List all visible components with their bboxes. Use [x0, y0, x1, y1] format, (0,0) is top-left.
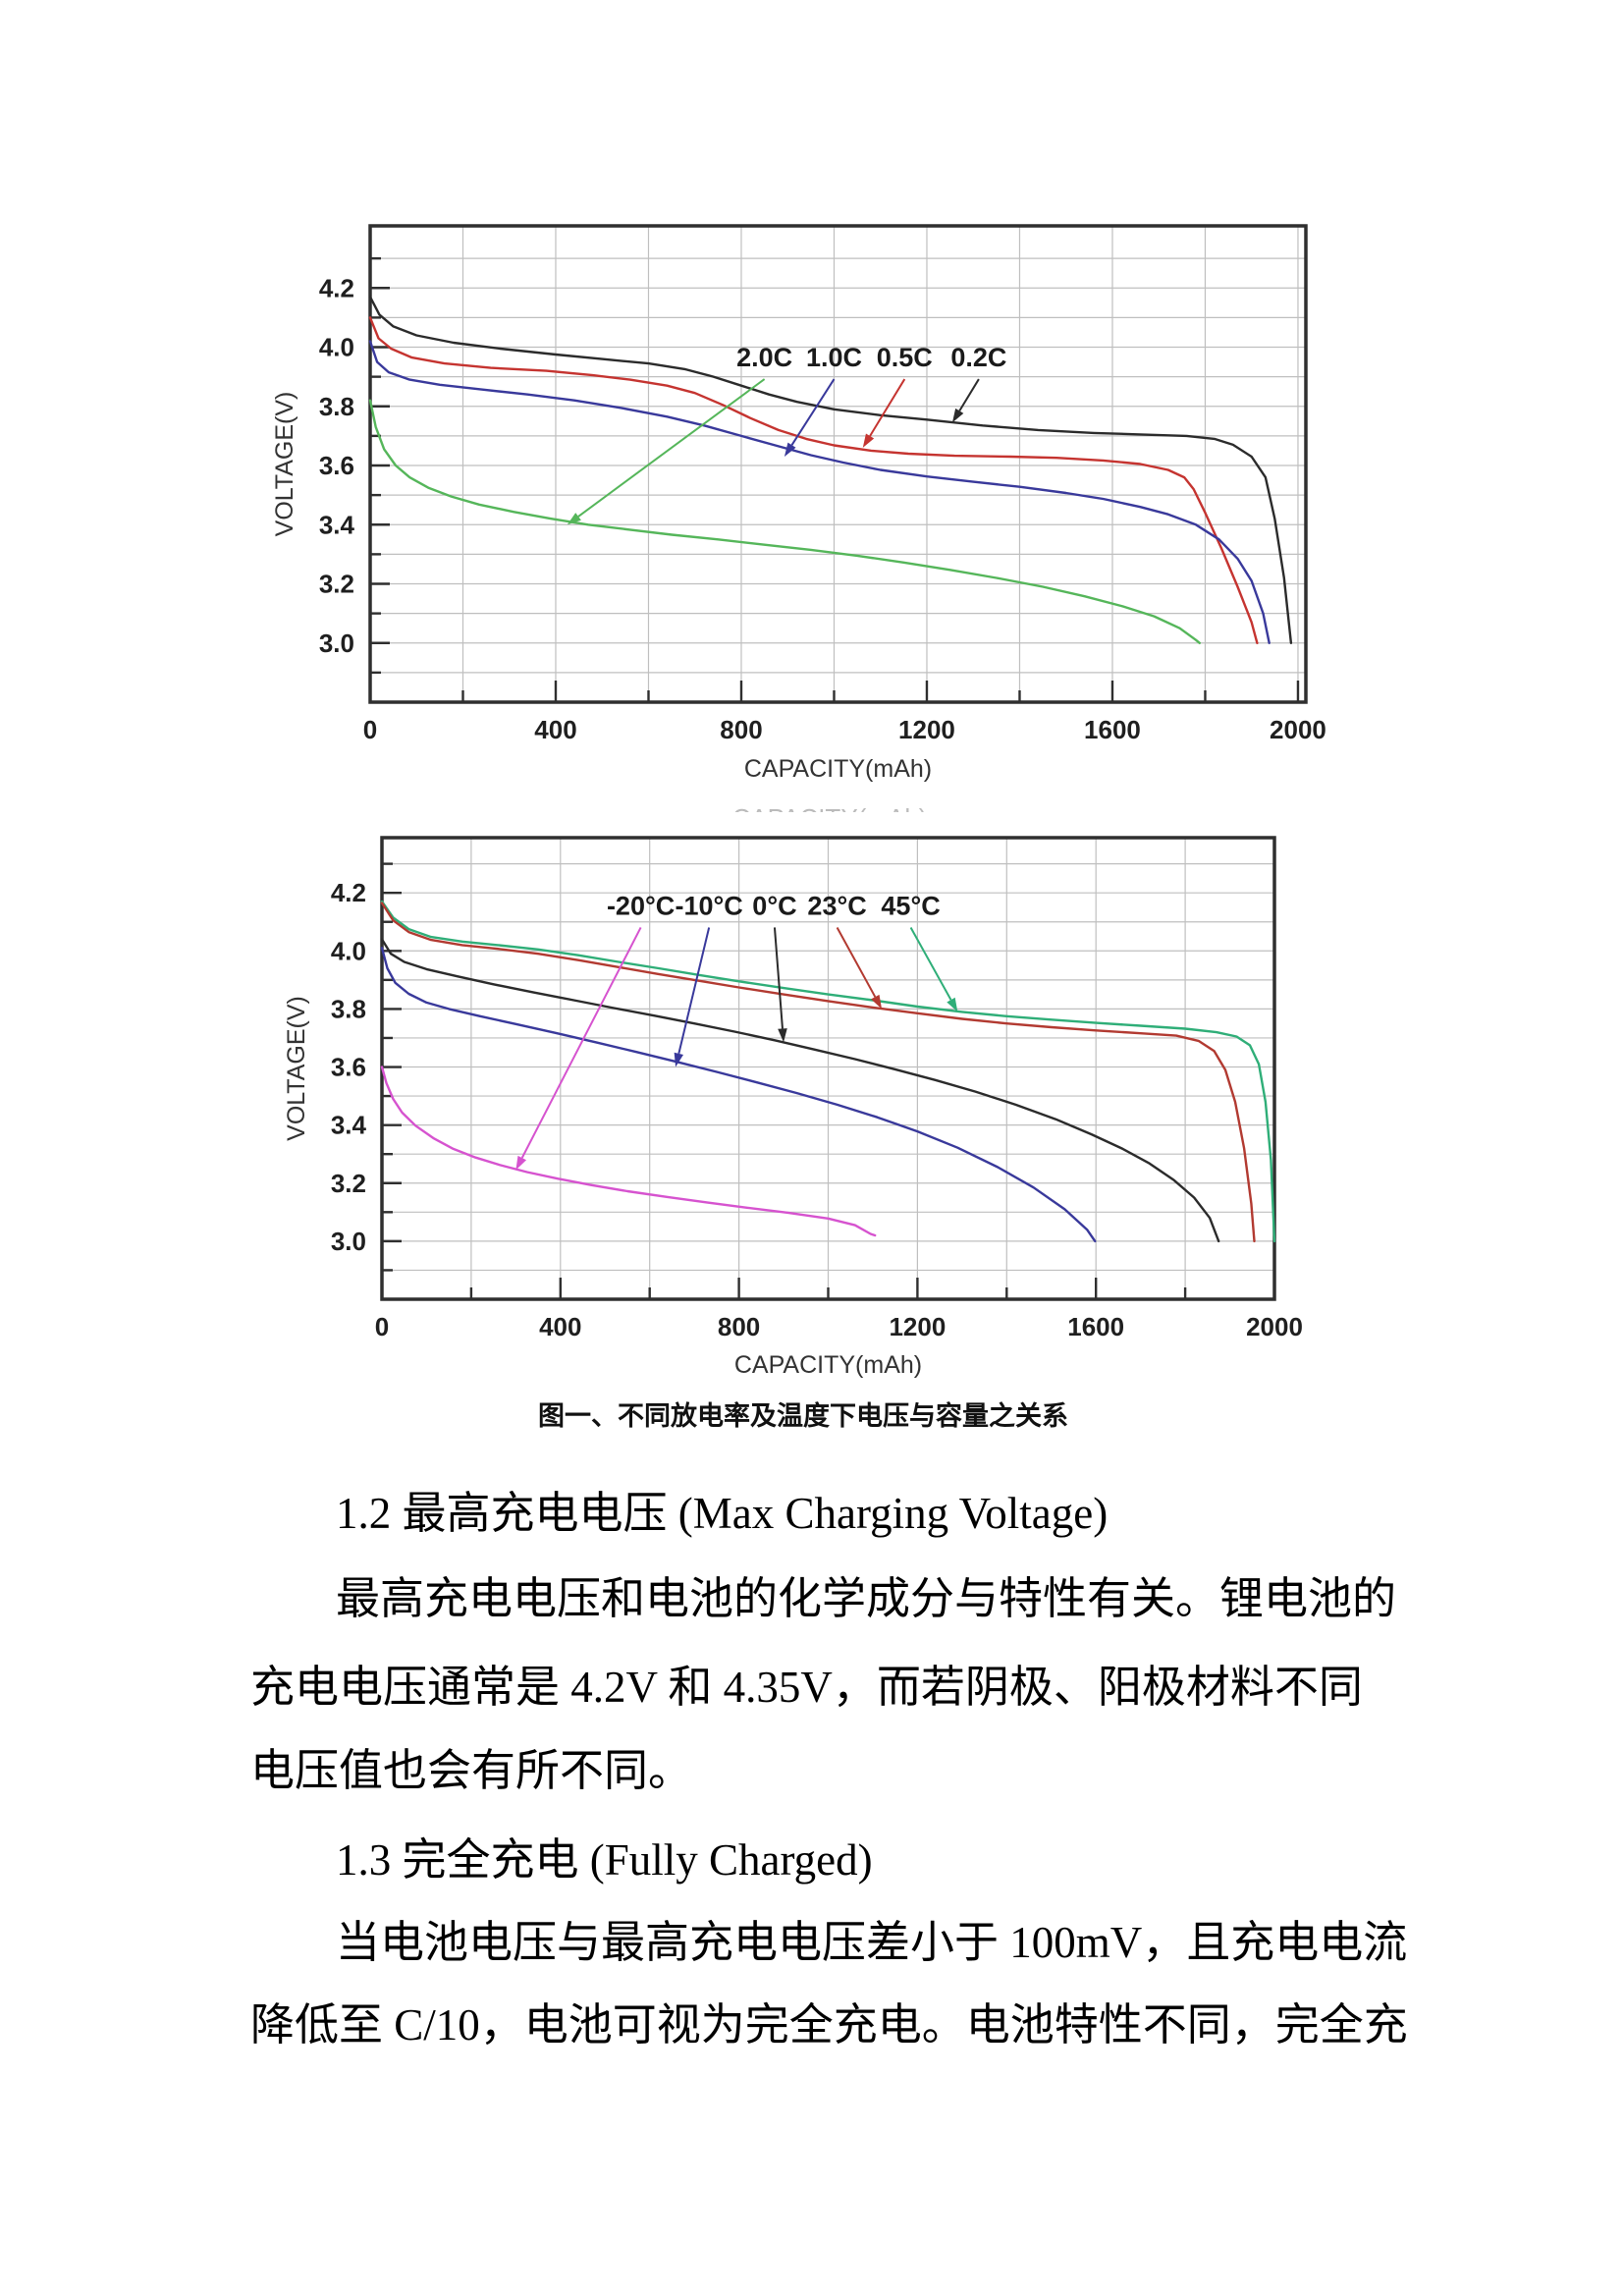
svg-text:0.2C: 0.2C	[950, 343, 1006, 372]
arrowhead	[674, 1052, 683, 1067]
svg-text:4.2: 4.2	[331, 878, 366, 907]
svg-text:23°C: 23°C	[807, 891, 866, 920]
series-23°C	[380, 902, 1256, 1243]
grid	[382, 838, 1274, 1299]
svg-text:3.4: 3.4	[331, 1111, 367, 1140]
annotation--20°C: -20°C	[515, 891, 675, 1171]
body-line-2: 最高充电电压和电池的化学成分与特性有关。锂电池的	[336, 1574, 1397, 1623]
x-axis-title: CAPACITY(mAh)	[744, 755, 932, 783]
svg-text:3.2: 3.2	[331, 1169, 366, 1198]
body-line-7: 降低至 C/10，电池可视为完全充电。电池特性不同，完全充	[250, 2000, 1408, 2050]
series--10°C	[380, 947, 1097, 1243]
svg-text:400: 400	[539, 1312, 581, 1341]
svg-text:3.6: 3.6	[331, 1053, 366, 1082]
arrowhead	[862, 433, 875, 448]
svg-text:-20°C: -20°C	[607, 891, 675, 920]
chart-2: 0 400 800 1200 1600 2000 4.2 4.0 3.8 3.6 3.4 3.2 3.0…	[283, 836, 1303, 1379]
svg-text:4.0: 4.0	[319, 333, 354, 362]
ghost-capacity-label: CAPACITY(mAh)	[732, 803, 928, 833]
series-0°C	[380, 938, 1220, 1243]
annotation-0.2C: 0.2C	[950, 343, 1006, 423]
arrowhead	[784, 442, 796, 457]
annotation-2.0C: 2.0C	[567, 343, 792, 525]
arrowhead	[778, 1028, 787, 1043]
svg-text:3.8: 3.8	[319, 392, 354, 421]
svg-text:800: 800	[720, 715, 762, 744]
svg-text:0.5C: 0.5C	[877, 343, 933, 372]
svg-text:1600: 1600	[1067, 1312, 1124, 1341]
svg-text:3.0: 3.0	[319, 629, 354, 658]
annotation-0.5C: 0.5C	[862, 343, 933, 448]
svg-text:800: 800	[718, 1312, 760, 1341]
arrowhead	[951, 408, 964, 423]
svg-text:3.6: 3.6	[319, 451, 354, 480]
svg-text:4.0: 4.0	[331, 936, 366, 965]
body-line-3: 充电电压通常是 4.2V 和 4.35V，而若阴极、阳极材料不同	[250, 1663, 1363, 1712]
tick-labels: 0 400 800 1200 1600 2000 4.2 4.0 3.8 3.6 3.4 3.2 3.0	[331, 878, 1303, 1341]
svg-text:1600: 1600	[1084, 715, 1141, 744]
svg-text:0°C: 0°C	[752, 891, 796, 920]
y-axis-title: VOLTAGE(V)	[283, 996, 310, 1141]
svg-text:4.2: 4.2	[319, 273, 354, 302]
svg-text:400: 400	[534, 715, 576, 744]
series-1.0C	[368, 340, 1271, 644]
series-0.5C	[368, 316, 1259, 644]
annotation--10°C: -10°C	[674, 891, 743, 1067]
grid	[370, 226, 1306, 702]
arrowhead	[515, 1155, 527, 1171]
series-0.2C	[368, 296, 1293, 644]
svg-text:3.4: 3.4	[319, 510, 355, 539]
svg-text:3.0: 3.0	[331, 1227, 366, 1256]
svg-text:1200: 1200	[889, 1312, 946, 1341]
arrowhead	[871, 994, 883, 1010]
arrowhead	[947, 997, 958, 1012]
tick-labels: 0 400 800 1200 1600 2000 4.2 4.0 3.8 3.6 3.4 3.2 3.0	[319, 273, 1326, 744]
svg-text:0: 0	[363, 715, 377, 744]
axis-ticks	[370, 256, 1300, 702]
body-line-4: 电压值也会有所不同。	[250, 1746, 693, 1795]
arrowhead	[567, 513, 581, 525]
svg-text:2000: 2000	[1246, 1312, 1303, 1341]
y-axis-title: VOLTAGE(V)	[271, 392, 298, 537]
x-axis-title: CAPACITY(mAh)	[734, 1351, 922, 1379]
svg-text:45°C: 45°C	[881, 891, 940, 920]
annotation-45°C: 45°C	[881, 891, 958, 1012]
svg-text:3.2: 3.2	[319, 570, 354, 599]
body-line-1: 1.2 最高充电电压 (Max Charging Voltage)	[336, 1489, 1109, 1538]
svg-text:2000: 2000	[1270, 715, 1326, 744]
svg-text:0: 0	[375, 1312, 389, 1341]
svg-text:1.0C: 1.0C	[806, 343, 862, 372]
plot-frame	[368, 224, 1308, 704]
annotation-1.0C: 1.0C	[784, 343, 862, 457]
series--20°C	[380, 1066, 877, 1237]
svg-text:-10°C: -10°C	[675, 891, 742, 920]
series-2.0C	[368, 399, 1201, 644]
svg-text:1200: 1200	[898, 715, 955, 744]
annotation-23°C: 23°C	[807, 891, 883, 1010]
chart-1: 0 400 800 1200 1600 2000 4.2 4.0 3.8 3.6 3.4 3.2 3.0…	[271, 224, 1326, 783]
axis-ticks	[382, 862, 1276, 1299]
svg-text:3.8: 3.8	[331, 994, 366, 1023]
annotation-0°C: 0°C	[752, 891, 797, 1043]
body-line-6: 当电池电压与最高充电电压差小于 100mV，且充电电流	[336, 1918, 1408, 1967]
svg-text:2.0C: 2.0C	[736, 343, 792, 372]
figure-caption: 图一、不同放电率及温度下电压与容量之关系	[538, 1401, 1068, 1431]
body-line-5: 1.3 完全充电 (Fully Charged)	[336, 1835, 873, 1885]
